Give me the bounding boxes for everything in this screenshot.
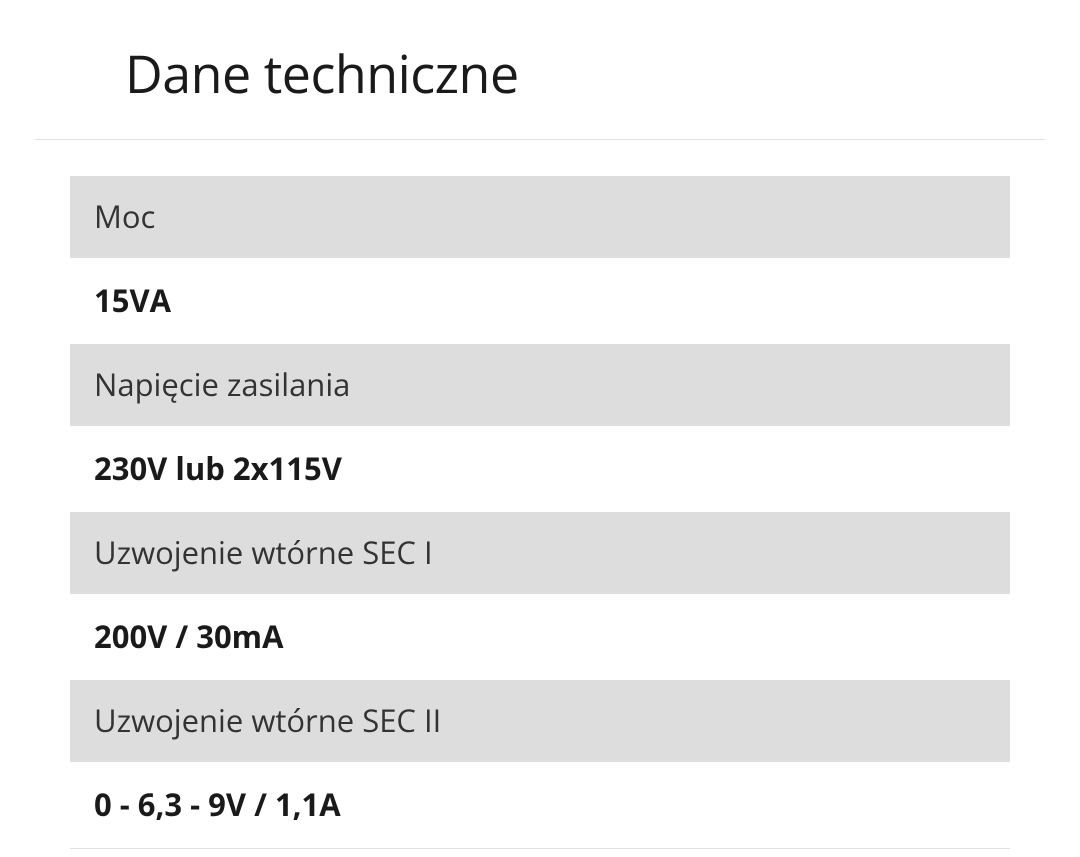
spec-label: Uzwojenie wtórne SEC II (94, 700, 441, 742)
spec-row: Moc (70, 176, 1010, 258)
page-container: Dane techniczne Moc 15VA Napięcie zasila… (0, 0, 1080, 849)
spec-value: 15VA (94, 280, 171, 322)
spec-value: 0 - 6,3 - 9V / 1,1A (94, 784, 341, 826)
bottom-divider (70, 848, 1010, 849)
spec-row: 15VA (70, 258, 1010, 344)
spec-row: Uzwojenie wtórne SEC I (70, 512, 1010, 594)
spec-value: 200V / 30mA (94, 616, 284, 658)
spec-label: Napięcie zasilania (94, 364, 350, 406)
spec-label: Uzwojenie wtórne SEC I (94, 532, 433, 574)
page-title: Dane techniczne (35, 0, 1045, 140)
spec-row: 0 - 6,3 - 9V / 1,1A (70, 762, 1010, 848)
spec-row: 200V / 30mA (70, 594, 1010, 680)
spec-list: Moc 15VA Napięcie zasilania 230V lub 2x1… (0, 140, 1080, 848)
spec-row: Napięcie zasilania (70, 344, 1010, 426)
spec-value: 230V lub 2x115V (94, 448, 342, 490)
spec-row: 230V lub 2x115V (70, 426, 1010, 512)
spec-label: Moc (94, 196, 155, 238)
spec-row: Uzwojenie wtórne SEC II (70, 680, 1010, 762)
